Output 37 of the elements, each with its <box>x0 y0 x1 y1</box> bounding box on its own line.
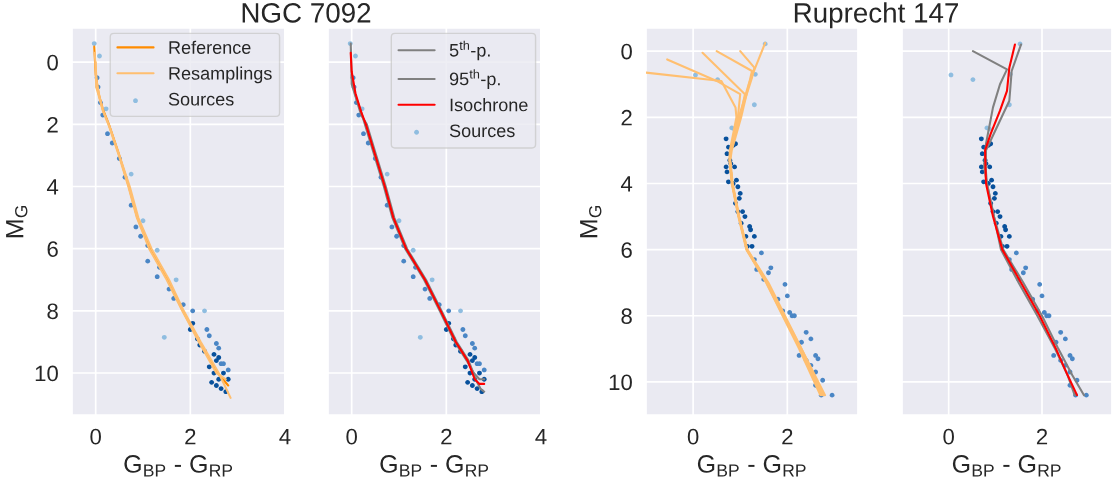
x-axis-title: G$_{BP}$ - G$_{RP}$ <box>380 455 489 477</box>
x-tick-label: 0 <box>90 428 101 445</box>
y-tick-label: 8 <box>47 303 58 320</box>
y-axis-title: M$_{G}$ <box>580 205 602 238</box>
legend-label: 5$^{th}$-p. <box>449 40 490 61</box>
x-axis-title: G$_{BP}$ - G$_{RP}$ <box>952 455 1061 477</box>
y-tick-label: 0 <box>621 43 632 60</box>
x-tick-label: 2 <box>782 428 793 445</box>
x-axis-title: G$_{BP}$ - G$_{RP}$ <box>697 455 806 477</box>
x-tick-label: 4 <box>535 429 547 445</box>
y-tick-label: 0 <box>47 54 58 71</box>
y-tick-label: 4 <box>46 179 59 195</box>
legend-label: Sources <box>168 92 234 106</box>
y-tick-label: 2 <box>621 109 632 126</box>
x-tick-label: 0 <box>346 428 357 445</box>
y-tick-label: 2 <box>47 116 58 133</box>
y-tick-label: 4 <box>620 176 633 192</box>
legend-label: Reference <box>169 40 251 54</box>
legend-label: Isochrone <box>450 98 528 112</box>
x-tick-label: 2 <box>441 428 452 445</box>
y-axis-title: M$_{G}$ <box>6 205 28 238</box>
y-tick-label: 8 <box>621 308 632 325</box>
y-tick-label: 6 <box>47 241 58 257</box>
y-tick-label: 6 <box>621 242 632 258</box>
x-tick-label: 2 <box>1036 428 1048 445</box>
legend-label: Resamplings <box>169 66 272 84</box>
y-tick-label: 10 <box>609 374 632 391</box>
x-tick-label: 0 <box>687 428 699 445</box>
legend-label: 95$^{th}$-p. <box>449 69 500 89</box>
x-tick-label: 0 <box>943 428 954 445</box>
chart-title: NGC 7092 <box>242 3 371 23</box>
chart-title: Ruprecht 147 <box>794 2 958 29</box>
legend-label: Sources <box>449 124 515 138</box>
x-axis-title: G$_{BP}$ - G$_{RP}$ <box>124 455 233 477</box>
y-tick-label: 10 <box>35 365 58 382</box>
x-tick-label: 4 <box>279 429 291 445</box>
x-tick-label: 2 <box>185 428 196 445</box>
